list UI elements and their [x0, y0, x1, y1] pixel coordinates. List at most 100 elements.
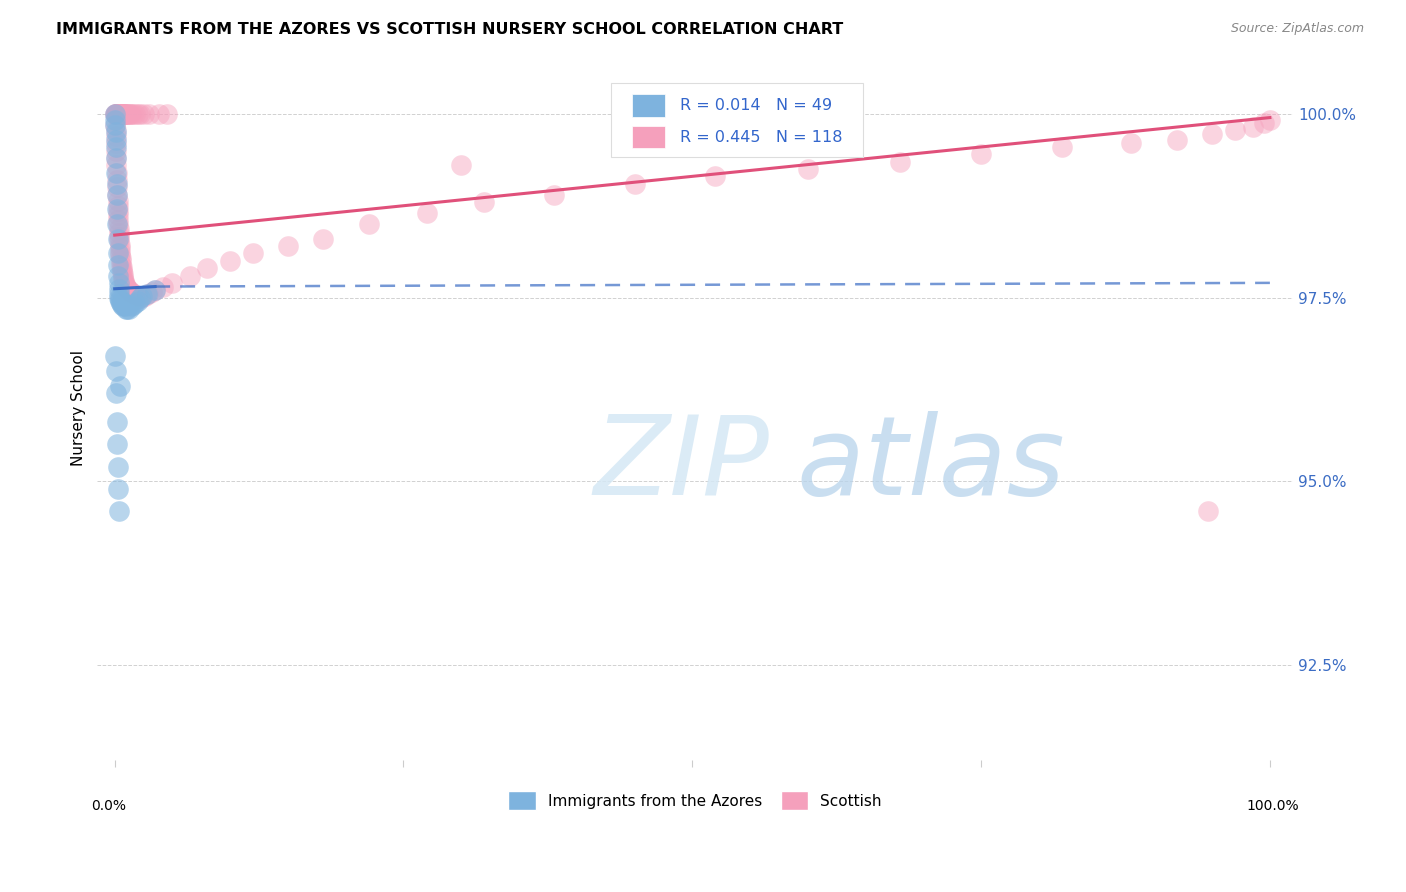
Point — [105, 166, 128, 180]
Point — [797, 161, 820, 176]
Text: IMMIGRANTS FROM THE AZORES VS SCOTTISH NURSERY SCHOOL CORRELATION CHART: IMMIGRANTS FROM THE AZORES VS SCOTTISH N… — [56, 22, 844, 37]
Text: Source: ZipAtlas.com: Source: ZipAtlas.com — [1230, 22, 1364, 36]
Point — [889, 154, 911, 169]
Point — [121, 286, 143, 301]
Point — [105, 386, 128, 401]
Point — [129, 291, 152, 305]
Point — [117, 301, 139, 316]
FancyBboxPatch shape — [631, 94, 665, 117]
FancyBboxPatch shape — [612, 83, 862, 157]
Point — [111, 270, 134, 285]
Point — [105, 166, 128, 180]
Point — [472, 195, 495, 210]
Point — [127, 107, 149, 121]
Point — [108, 291, 131, 305]
Point — [110, 245, 132, 260]
Point — [107, 199, 129, 213]
Point — [1166, 133, 1188, 147]
Text: 100.0%: 100.0% — [1246, 799, 1299, 814]
Text: 0.0%: 0.0% — [91, 799, 127, 814]
Point — [108, 286, 131, 301]
Point — [104, 128, 127, 143]
Point — [118, 285, 141, 299]
Point — [110, 294, 132, 309]
Point — [110, 296, 132, 310]
Point — [108, 237, 131, 252]
Text: ZIP: ZIP — [593, 410, 769, 517]
Point — [110, 253, 132, 268]
Point — [112, 107, 135, 121]
Point — [277, 239, 299, 253]
Point — [131, 289, 153, 303]
Point — [105, 177, 128, 191]
Point — [120, 285, 142, 299]
Point — [152, 279, 174, 293]
Point — [117, 301, 139, 316]
Point — [104, 125, 127, 139]
Point — [105, 151, 128, 165]
Point — [110, 296, 132, 310]
Point — [107, 107, 129, 121]
Point — [104, 107, 127, 121]
Point — [179, 268, 201, 283]
Point — [219, 253, 242, 268]
Point — [543, 187, 565, 202]
Point — [357, 217, 380, 231]
Point — [108, 107, 131, 121]
Point — [111, 265, 134, 279]
Point — [107, 482, 129, 496]
Point — [112, 298, 135, 312]
Point — [105, 416, 128, 430]
Point — [105, 151, 128, 165]
Point — [105, 173, 128, 187]
Point — [104, 123, 127, 137]
Point — [110, 251, 132, 265]
Point — [110, 107, 132, 121]
Point — [111, 107, 134, 121]
Point — [111, 107, 134, 121]
Point — [108, 230, 131, 244]
FancyBboxPatch shape — [631, 126, 665, 148]
Point — [114, 276, 136, 290]
Point — [136, 286, 159, 301]
Point — [125, 289, 148, 303]
Point — [105, 107, 128, 121]
Text: R = 0.014   N = 49: R = 0.014 N = 49 — [679, 98, 832, 112]
Point — [108, 233, 131, 247]
Point — [104, 349, 127, 363]
Point — [112, 272, 135, 286]
Point — [450, 158, 472, 172]
Point — [138, 107, 160, 121]
Point — [104, 118, 127, 132]
Point — [1197, 503, 1219, 517]
Point — [311, 232, 333, 246]
Point — [111, 262, 134, 277]
Point — [105, 107, 128, 121]
Point — [1201, 128, 1223, 142]
Point — [107, 221, 129, 235]
Point — [105, 107, 128, 121]
Point — [104, 136, 127, 151]
Point — [704, 169, 727, 184]
Point — [111, 298, 134, 312]
Point — [108, 292, 131, 306]
Point — [124, 286, 146, 301]
Point — [107, 217, 129, 231]
Point — [107, 246, 129, 260]
Point — [107, 232, 129, 246]
Point — [107, 268, 129, 283]
Point — [115, 301, 138, 316]
Point — [128, 289, 150, 303]
Point — [107, 107, 129, 121]
Text: R = 0.445   N = 118: R = 0.445 N = 118 — [679, 129, 842, 145]
Point — [122, 298, 145, 312]
Point — [104, 133, 127, 147]
Point — [127, 294, 149, 309]
Point — [1241, 120, 1264, 135]
Point — [110, 260, 132, 274]
Point — [132, 107, 155, 121]
Point — [105, 202, 128, 217]
Point — [115, 282, 138, 296]
Y-axis label: Nursery School: Nursery School — [72, 350, 86, 466]
Point — [104, 140, 127, 154]
